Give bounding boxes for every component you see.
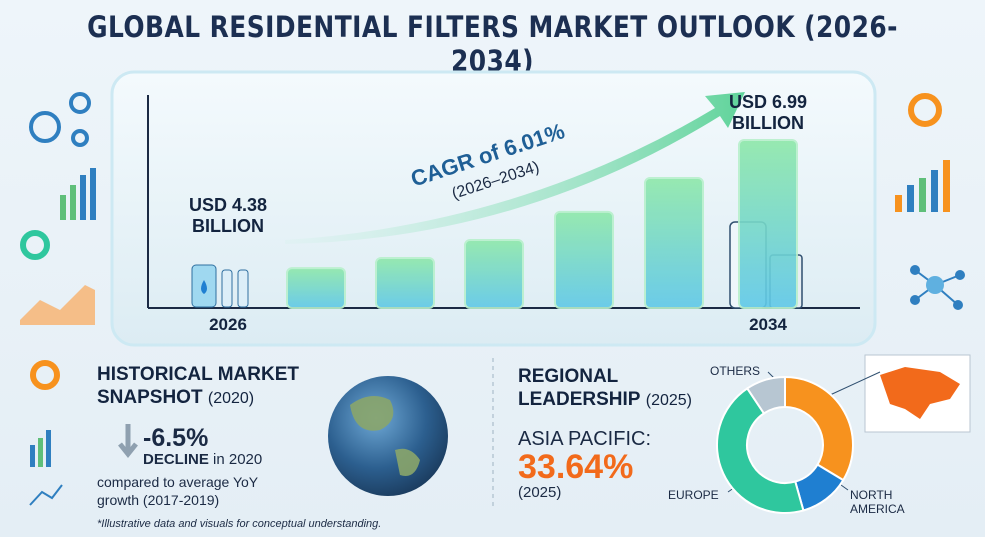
leader-share: 33.64%	[518, 448, 634, 486]
heading-line: REGIONAL	[518, 366, 619, 387]
pie-label: EUROPE	[668, 488, 719, 502]
bar	[286, 267, 346, 309]
footnote: *Illustrative data and visuals for conce…	[97, 518, 382, 530]
filter-icon	[191, 264, 249, 308]
regional-heading: REGIONAL LEADERSHIP (2025)	[518, 365, 692, 412]
pie-label: NORTH AMERICA	[850, 488, 905, 516]
historical-value: -6.5%	[143, 424, 209, 452]
gear-icons	[29, 92, 91, 147]
bar	[464, 238, 524, 309]
historical-note: compared to average YoY growth (2017-201…	[97, 474, 258, 508]
decline-line: DECLINE in 2020	[143, 451, 262, 468]
historical-heading: HISTORICAL MARKET SNAPSHOT (2020)	[97, 363, 299, 410]
value-label: USD 6.99 BILLION	[728, 92, 808, 133]
x-tick-label: 2034	[749, 315, 787, 334]
heading-text: LEADERSHIP	[518, 389, 641, 410]
leader-region: ASIA PACIFIC:	[518, 428, 651, 450]
pie-slice	[784, 375, 854, 482]
bar	[644, 176, 704, 309]
value-label: USD 4.38 BILLION	[188, 195, 268, 236]
bar	[554, 210, 614, 309]
year: (2025)	[645, 392, 692, 409]
pie-slice	[745, 375, 786, 415]
heading-line: HISTORICAL MARKET	[97, 364, 299, 385]
pie-slice	[716, 387, 805, 514]
heading-line: LEADERSHIP (2025)	[518, 388, 692, 412]
pie-label: OTHERS	[710, 364, 761, 378]
year: (2020)	[207, 390, 255, 407]
bar	[375, 257, 435, 309]
title: GLOBAL RESIDENTIAL FILTERS MARKET OUTLOO…	[87, 10, 898, 78]
mini-charts	[20, 93, 965, 506]
decline-suffix: in 2020	[213, 451, 263, 468]
heading-text: SNAPSHOT	[97, 387, 203, 408]
leader	[829, 371, 881, 396]
down-arrow	[118, 424, 138, 459]
heading-line: SNAPSHOT (2020)	[97, 386, 299, 410]
decline: DECLINE	[143, 451, 209, 468]
leader-year: (2025)	[518, 484, 562, 501]
bar	[738, 139, 798, 309]
x-tick-label: 2026	[209, 315, 247, 334]
